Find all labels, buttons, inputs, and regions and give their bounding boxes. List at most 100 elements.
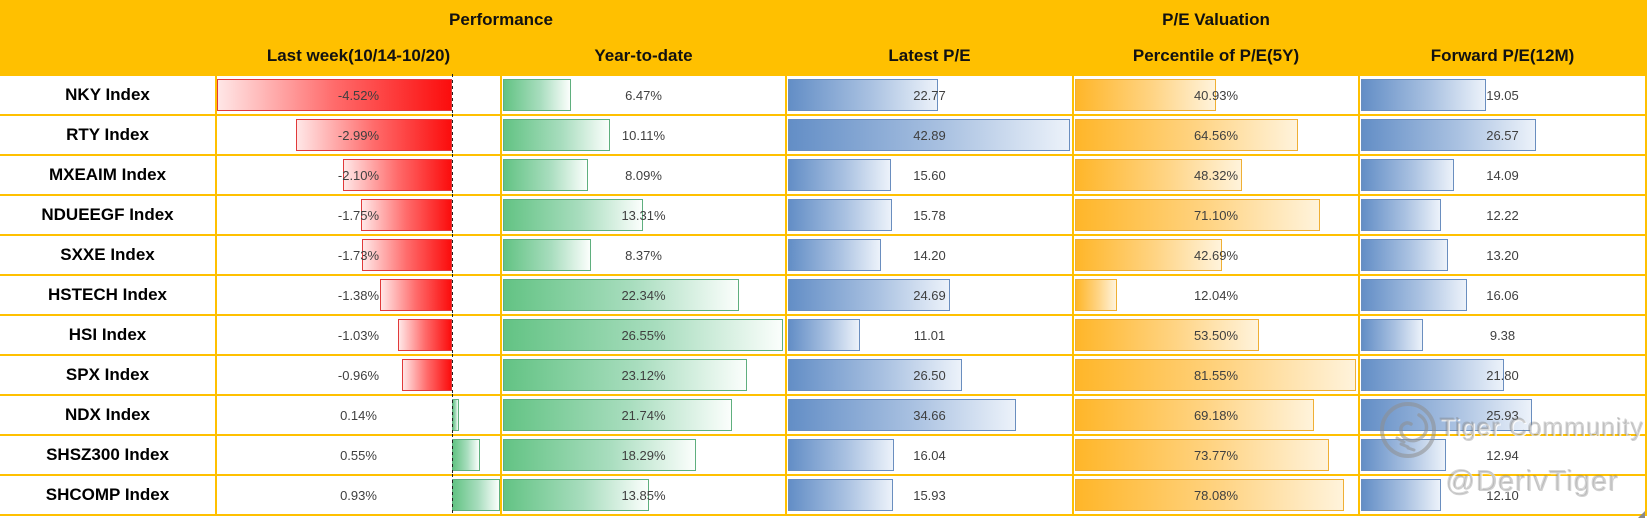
- cell-last-week[interactable]: 0.55%: [217, 434, 502, 476]
- cell-latest-pe[interactable]: 34.66: [787, 396, 1074, 434]
- cell-last-week[interactable]: -2.99%: [217, 114, 502, 156]
- ytd-bar: [503, 479, 650, 511]
- index-name: RTY Index: [66, 125, 149, 144]
- cell-last-week[interactable]: -4.52%: [217, 74, 502, 116]
- cell-pe-percentile[interactable]: 12.04%: [1074, 276, 1360, 314]
- table-row: NDX Index 0.14% 21.74% 34.66 69.18% 25.93: [0, 394, 1647, 436]
- table-row: NKY Index -4.52% 6.47% 22.77 40.93% 19.05: [0, 74, 1647, 116]
- cell-pe-percentile[interactable]: 64.56%: [1074, 116, 1360, 154]
- last-week-bar: [398, 319, 452, 351]
- header-group-performance[interactable]: Performance: [449, 10, 553, 29]
- latest-pe-bar: [788, 479, 893, 511]
- cell-latest-pe[interactable]: 24.69: [787, 276, 1074, 314]
- index-name: HSTECH Index: [47, 285, 168, 304]
- cell-forward-pe[interactable]: 12.10: [1360, 476, 1647, 514]
- cell-last-week[interactable]: -1.73%: [217, 234, 502, 276]
- cell-forward-pe[interactable]: 25.93: [1360, 396, 1647, 434]
- table-row: HSI Index -1.03% 26.55% 11.01 53.50% 9.38: [0, 314, 1647, 356]
- last-week-value: -1.75%: [337, 207, 380, 223]
- header-forward-pe[interactable]: Forward P/E(12M): [1430, 46, 1575, 65]
- cell-last-week[interactable]: -1.75%: [217, 194, 502, 236]
- cell-pe-percentile[interactable]: 81.55%: [1074, 356, 1360, 394]
- cell-ytd[interactable]: 10.11%: [502, 116, 787, 154]
- forward-pe-bar: [1361, 199, 1442, 231]
- forward-pe-bar: [1361, 399, 1532, 431]
- cell-forward-pe[interactable]: 19.05: [1360, 76, 1647, 114]
- cell-last-week[interactable]: 0.93%: [217, 474, 502, 516]
- index-name-cell[interactable]: SXXE Index: [0, 236, 217, 274]
- cell-last-week[interactable]: -1.03%: [217, 314, 502, 356]
- cell-last-week[interactable]: -1.38%: [217, 274, 502, 316]
- cell-latest-pe[interactable]: 22.77: [787, 76, 1074, 114]
- ytd-bar: [503, 399, 733, 431]
- cell-forward-pe[interactable]: 16.06: [1360, 276, 1647, 314]
- index-name-cell[interactable]: NKY Index: [0, 76, 217, 114]
- header-last-week[interactable]: Last week(10/14-10/20): [266, 46, 451, 65]
- index-name-cell[interactable]: SHSZ300 Index: [0, 436, 217, 474]
- forward-pe-bar: [1361, 159, 1454, 191]
- last-week-bar: [401, 359, 452, 391]
- cell-forward-pe[interactable]: 12.22: [1360, 196, 1647, 234]
- index-name-cell[interactable]: NDUEEGF Index: [0, 196, 217, 234]
- index-name-cell[interactable]: MXEAIM Index: [0, 156, 217, 194]
- header-pe-percentile[interactable]: Percentile of P/E(5Y): [1132, 46, 1300, 65]
- cell-forward-pe[interactable]: 21.80: [1360, 356, 1647, 394]
- cell-ytd[interactable]: 8.37%: [502, 236, 787, 274]
- ytd-bar: [503, 119, 610, 151]
- index-name: NDX Index: [64, 405, 151, 424]
- cell-latest-pe[interactable]: 11.01: [787, 316, 1074, 354]
- cell-forward-pe[interactable]: 12.94: [1360, 436, 1647, 474]
- index-name-cell[interactable]: SPX Index: [0, 356, 217, 394]
- cell-ytd[interactable]: 21.74%: [502, 396, 787, 434]
- cell-latest-pe[interactable]: 26.50: [787, 356, 1074, 394]
- index-name-cell[interactable]: NDX Index: [0, 396, 217, 434]
- cell-pe-percentile[interactable]: 48.32%: [1074, 156, 1360, 194]
- last-week-value: -1.73%: [337, 247, 380, 263]
- cell-ytd[interactable]: 23.12%: [502, 356, 787, 394]
- cell-ytd[interactable]: 18.29%: [502, 436, 787, 474]
- cell-forward-pe[interactable]: 14.09: [1360, 156, 1647, 194]
- cell-ytd[interactable]: 8.09%: [502, 156, 787, 194]
- cell-pe-percentile[interactable]: 42.69%: [1074, 236, 1360, 274]
- cell-pe-percentile[interactable]: 78.08%: [1074, 476, 1360, 514]
- ytd-bar: [503, 359, 747, 391]
- cell-last-week[interactable]: 0.14%: [217, 394, 502, 436]
- cell-latest-pe[interactable]: 16.04: [787, 436, 1074, 474]
- last-week-bar: [451, 479, 500, 511]
- cell-latest-pe[interactable]: 42.89: [787, 116, 1074, 154]
- cell-ytd[interactable]: 22.34%: [502, 276, 787, 314]
- index-name-cell[interactable]: HSTECH Index: [0, 276, 217, 314]
- cell-ytd[interactable]: 13.31%: [502, 196, 787, 234]
- cell-latest-pe[interactable]: 15.78: [787, 196, 1074, 234]
- last-week-bar: [380, 279, 452, 311]
- header-group-pe-valuation[interactable]: P/E Valuation: [1162, 10, 1270, 29]
- zero-axis-line: [451, 474, 454, 516]
- cell-pe-percentile[interactable]: 69.18%: [1074, 396, 1360, 434]
- cell-pe-percentile[interactable]: 71.10%: [1074, 196, 1360, 234]
- cell-forward-pe[interactable]: 26.57: [1360, 116, 1647, 154]
- cell-forward-pe[interactable]: 13.20: [1360, 236, 1647, 274]
- pe-percentile-bar: [1075, 159, 1242, 191]
- cell-last-week[interactable]: -2.10%: [217, 154, 502, 196]
- cell-latest-pe[interactable]: 15.93: [787, 476, 1074, 514]
- cell-pe-percentile[interactable]: 40.93%: [1074, 76, 1360, 114]
- index-name: SPX Index: [65, 365, 150, 384]
- pe-percentile-bar: [1075, 359, 1357, 391]
- zero-axis-line: [451, 274, 454, 316]
- cell-last-week[interactable]: -0.96%: [217, 354, 502, 396]
- cell-pe-percentile[interactable]: 73.77%: [1074, 436, 1360, 474]
- resize-handle: [1638, 511, 1645, 518]
- index-name-cell[interactable]: RTY Index: [0, 116, 217, 154]
- cell-pe-percentile[interactable]: 53.50%: [1074, 316, 1360, 354]
- cell-latest-pe[interactable]: 15.60: [787, 156, 1074, 194]
- cell-ytd[interactable]: 6.47%: [502, 76, 787, 114]
- cell-ytd[interactable]: 26.55%: [502, 316, 787, 354]
- cell-latest-pe[interactable]: 14.20: [787, 236, 1074, 274]
- cell-ytd[interactable]: 13.85%: [502, 476, 787, 514]
- header-latest-pe[interactable]: Latest P/E: [888, 46, 971, 65]
- index-name-cell[interactable]: HSI Index: [0, 316, 217, 354]
- last-week-value: -1.03%: [337, 327, 380, 343]
- index-name-cell[interactable]: SHCOMP Index: [0, 476, 217, 514]
- header-year-to-date[interactable]: Year-to-date: [594, 46, 693, 65]
- cell-forward-pe[interactable]: 9.38: [1360, 316, 1647, 354]
